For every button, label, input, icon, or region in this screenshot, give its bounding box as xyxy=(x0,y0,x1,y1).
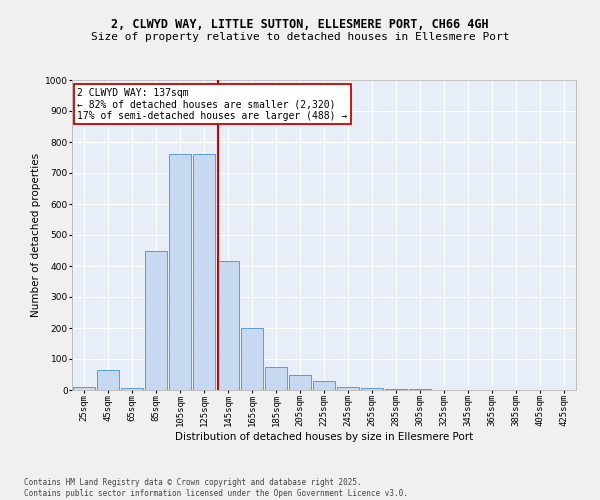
Bar xyxy=(337,387,359,390)
X-axis label: Distribution of detached houses by size in Ellesmere Port: Distribution of detached houses by size … xyxy=(175,432,473,442)
Bar xyxy=(145,250,167,390)
Bar xyxy=(73,387,95,390)
Bar xyxy=(193,154,215,390)
Text: 2, CLWYD WAY, LITTLE SUTTON, ELLESMERE PORT, CH66 4GH: 2, CLWYD WAY, LITTLE SUTTON, ELLESMERE P… xyxy=(111,18,489,30)
Bar xyxy=(169,154,191,390)
Bar xyxy=(217,262,239,390)
Bar xyxy=(289,374,311,390)
Bar xyxy=(121,388,143,390)
Text: Contains HM Land Registry data © Crown copyright and database right 2025.
Contai: Contains HM Land Registry data © Crown c… xyxy=(24,478,408,498)
Text: 2 CLWYD WAY: 137sqm
← 82% of detached houses are smaller (2,320)
17% of semi-det: 2 CLWYD WAY: 137sqm ← 82% of detached ho… xyxy=(77,88,347,121)
Bar xyxy=(265,367,287,390)
Bar xyxy=(97,370,119,390)
Bar xyxy=(241,328,263,390)
Y-axis label: Number of detached properties: Number of detached properties xyxy=(31,153,41,317)
Bar xyxy=(361,388,383,390)
Bar xyxy=(313,380,335,390)
Text: Size of property relative to detached houses in Ellesmere Port: Size of property relative to detached ho… xyxy=(91,32,509,42)
